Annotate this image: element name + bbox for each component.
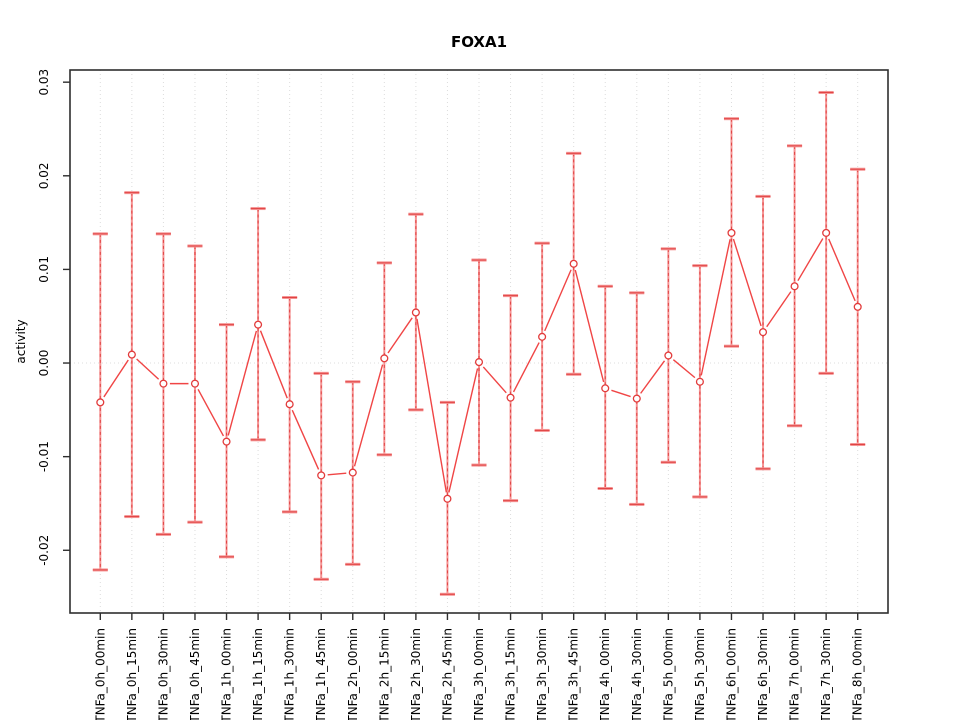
data-point (222, 437, 231, 446)
series-segment (672, 359, 696, 379)
series-segment (387, 317, 413, 354)
data-point (601, 384, 610, 393)
data-point (758, 328, 768, 337)
series-segment (766, 291, 792, 328)
series-segment (136, 358, 160, 380)
series-segment (353, 364, 384, 467)
series-segment (227, 330, 258, 436)
data-point (254, 320, 263, 329)
x-tick-label: TNFa_1h_45min (314, 628, 328, 720)
y-tick-label: 0.03 (37, 69, 51, 96)
series-segment (259, 330, 288, 399)
data-point (411, 308, 420, 317)
series-segment (574, 269, 605, 383)
x-tick-label: TNFa_1h_15min (251, 628, 265, 720)
x-tick-label: TNFa_0h_15min (125, 628, 139, 720)
x-tick-label: TNFa_1h_00min (220, 628, 234, 720)
x-tick-label: TNFa_2h_30min (409, 628, 423, 720)
y-tick-label: 0.01 (37, 256, 51, 283)
data-point (348, 468, 357, 477)
series-segment (327, 472, 347, 476)
data-point (443, 494, 452, 503)
x-tick-label: TNFa_3h_15min (504, 628, 518, 720)
x-tick-label: TNFa_2h_00min (346, 628, 360, 720)
x-tick-label: TNFa_0h_00min (93, 628, 107, 720)
data-point (569, 259, 578, 268)
data-point (127, 350, 136, 359)
series-segment (611, 389, 631, 398)
x-tick-label: TNFa_7h_00min (788, 628, 802, 720)
data-point (822, 228, 831, 237)
x-tick-label: TNFa_2h_45min (440, 628, 454, 720)
x-tick-label: TNFa_7h_30min (819, 628, 833, 720)
x-tick-label: TNFa_4h_00min (598, 628, 612, 720)
data-point (632, 394, 641, 403)
x-tick-label: TNFa_3h_30min (535, 628, 549, 720)
data-point (190, 379, 200, 388)
data-point (790, 282, 799, 291)
x-tick-label: TNFa_0h_45min (188, 628, 202, 720)
x-tick-label: TNFa_1h_30min (283, 628, 297, 720)
axis-layer (63, 69, 889, 620)
data-point (506, 393, 515, 402)
series-segment (448, 368, 479, 493)
series-segment (544, 269, 572, 332)
x-tick-label: TNFa_5h_00min (661, 628, 675, 720)
y-tick-label: -0.01 (37, 441, 51, 472)
series-segment (197, 389, 225, 437)
y-tick-label: -0.02 (37, 535, 51, 566)
series-segment (640, 360, 666, 394)
x-tick-label: TNFa_0h_30min (156, 628, 170, 720)
data-point (96, 398, 105, 407)
x-tick-label: TNFa_5h_30min (693, 628, 707, 720)
data-point (664, 351, 673, 360)
series-segment (291, 409, 320, 470)
data-point (380, 354, 389, 363)
series-segment (700, 239, 731, 376)
data-point (159, 379, 168, 388)
series-segment (416, 318, 448, 493)
series-segment (512, 342, 540, 393)
data-layer (92, 90, 866, 596)
x-tick-label: TNFa_8h_00min (851, 628, 865, 720)
y-tick-label: 0.02 (37, 162, 51, 189)
series-segment (828, 238, 856, 302)
x-tick-label: TNFa_6h_30min (756, 628, 770, 720)
tick-label-layer: TNFa_0h_00min TNFa_0h_15min TNFa_0h_30min T… (37, 69, 865, 720)
data-point (474, 358, 484, 367)
series-segment (797, 238, 824, 282)
series-segment (482, 366, 507, 394)
data-point (695, 377, 704, 386)
series-segment (103, 359, 129, 398)
y-tick-label: 0.00 (37, 350, 51, 377)
data-point (538, 332, 547, 341)
chart-title: FOXA1 (451, 33, 507, 51)
x-tick-label: TNFa_6h_00min (724, 628, 738, 720)
x-tick-label: TNFa_3h_45min (567, 628, 581, 720)
data-point (853, 302, 862, 311)
y-axis-label: activity (14, 319, 28, 363)
x-tick-label: TNFa_3h_00min (472, 628, 486, 720)
x-tick-label: TNFa_4h_30min (630, 628, 644, 720)
data-point (285, 400, 294, 409)
x-tick-label: TNFa_2h_15min (377, 628, 391, 720)
series-segment (732, 238, 762, 327)
data-point (727, 228, 736, 237)
data-point (317, 471, 326, 480)
